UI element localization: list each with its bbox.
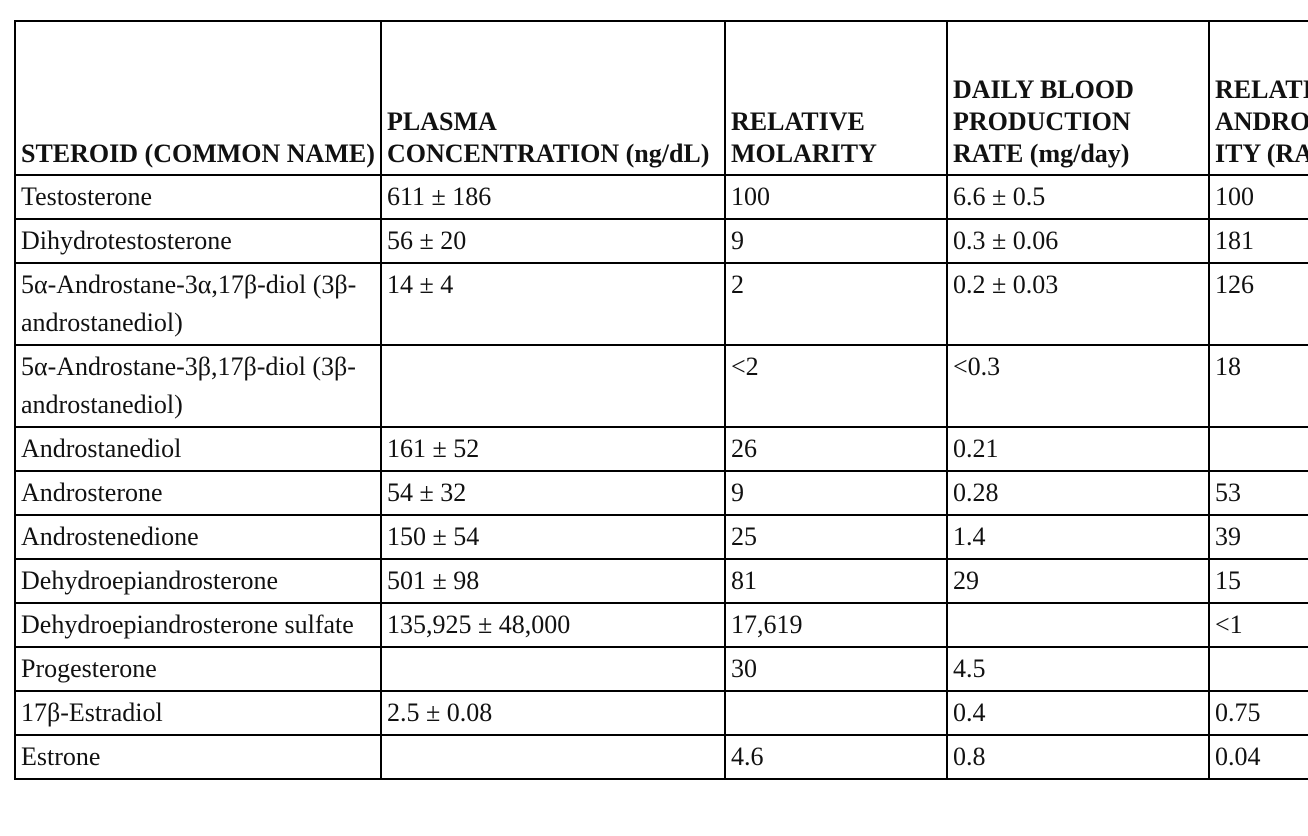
table-cell: Androstanediol <box>14 426 382 472</box>
table-row: 5α-Androstane-3α,17β-diol (3β-androstane… <box>14 262 1308 346</box>
table-cell: 5α-Androstane-3α,17β-diol (3β-androstane… <box>14 262 382 346</box>
table-cell: 135,925 ± 48,000 <box>380 602 726 648</box>
empty-cell <box>1208 646 1308 692</box>
table-cell: 17,619 <box>724 602 948 648</box>
table-cell: 9 <box>724 470 948 516</box>
table-cell: Estrone <box>14 734 382 780</box>
table-cell: <0.3 <box>946 344 1210 428</box>
table-cell: 2 <box>724 262 948 346</box>
table-cell: 0.3 ± 0.06 <box>946 218 1210 264</box>
column-header: STEROID (COMMON NAME) <box>14 20 382 176</box>
table-cell: 4.6 <box>724 734 948 780</box>
empty-cell <box>380 734 726 780</box>
table-cell: <2 <box>724 344 948 428</box>
steroid-table: STEROID (COMMON NAME) PLASMA CONCENTRATIO… <box>14 20 1308 780</box>
table-cell: Dehydroepiandrosterone sulfate <box>14 602 382 648</box>
empty-cell <box>380 646 726 692</box>
table-cell: 100 <box>724 174 948 220</box>
table-cell: 0.21 <box>946 426 1210 472</box>
table-cell: 53 <box>1208 470 1308 516</box>
table-cell: 14 ± 4 <box>380 262 726 346</box>
table-cell: 56 ± 20 <box>380 218 726 264</box>
table-cell: 2.5 ± 0.08 <box>380 690 726 736</box>
table-cell: 0.2 ± 0.03 <box>946 262 1210 346</box>
table-cell: 25 <box>724 514 948 560</box>
table-cell: 501 ± 98 <box>380 558 726 604</box>
table-cell: 0.28 <box>946 470 1210 516</box>
table-cell: 4.5 <box>946 646 1210 692</box>
table-cell: 9 <box>724 218 948 264</box>
table-row: Estrone 4.6 0.8 0.04 <box>14 734 1308 780</box>
table-cell: 161 ± 52 <box>380 426 726 472</box>
table-cell: 150 ± 54 <box>380 514 726 560</box>
table-row: 17β-Estradiol 2.5 ± 0.08 0.4 0.75 <box>14 690 1308 736</box>
column-header: DAILY BLOOD PRODUCTION RATE (mg/day) <box>946 20 1210 176</box>
table-cell: 0.04 <box>1208 734 1308 780</box>
table-cell: 6.6 ± 0.5 <box>946 174 1210 220</box>
table-cell: <1 <box>1208 602 1308 648</box>
table-cell: 126 <box>1208 262 1308 346</box>
table-cell: 18 <box>1208 344 1308 428</box>
table-body: Testosterone 611 ± 186 100 6.6 ± 0.5 100 Dihy… <box>14 174 1308 780</box>
table-cell: 30 <box>724 646 948 692</box>
table-cell: 181 <box>1208 218 1308 264</box>
table-row: Androstenedione 150 ± 54 25 1.4 39 <box>14 514 1308 560</box>
table-row: Dehydroepiandrosterone 501 ± 98 81 29 15 <box>14 558 1308 604</box>
header-row: STEROID (COMMON NAME) PLASMA CONCENTRATIO… <box>14 20 1308 176</box>
column-header: RELATIVE MOLARITY <box>724 20 948 176</box>
table-cell: 39 <box>1208 514 1308 560</box>
table-cell: Androsterone <box>14 470 382 516</box>
table-row: 5α-Androstane-3β,17β-diol (3β-androstane… <box>14 344 1308 428</box>
table-row: Progesterone 30 4.5 <box>14 646 1308 692</box>
table-cell: 5α-Androstane-3β,17β-diol (3β-androstane… <box>14 344 382 428</box>
table-cell: 611 ± 186 <box>380 174 726 220</box>
table-cell: 15 <box>1208 558 1308 604</box>
empty-cell <box>946 602 1210 648</box>
table-cell: 0.4 <box>946 690 1210 736</box>
table-cell: 81 <box>724 558 948 604</box>
table-row: Dihydrotestosterone 56 ± 20 9 0.3 ± 0.06 181 <box>14 218 1308 264</box>
table-cell: 54 ± 32 <box>380 470 726 516</box>
table-row: Androsterone 54 ± 32 9 0.28 53 <box>14 470 1308 516</box>
column-header: RELATIVE ANDROGENICITY (RATIO) <box>1208 20 1308 176</box>
table-cell: 0.75 <box>1208 690 1308 736</box>
table-cell: Dihydrotestosterone <box>14 218 382 264</box>
table-row: Androstanediol 161 ± 52 26 0.21 <box>14 426 1308 472</box>
table-row: Dehydroepiandrosterone sulfate 135,925 ± … <box>14 602 1308 648</box>
column-header: PLASMA CONCENTRATION (ng/dL) <box>380 20 726 176</box>
table-cell: Androstenedione <box>14 514 382 560</box>
table-cell: 1.4 <box>946 514 1210 560</box>
table-cell: Testosterone <box>14 174 382 220</box>
empty-cell <box>380 344 726 428</box>
table-cell: Progesterone <box>14 646 382 692</box>
empty-cell <box>1208 426 1308 472</box>
table-cell: 17β-Estradiol <box>14 690 382 736</box>
empty-cell <box>724 690 948 736</box>
table-cell: 29 <box>946 558 1210 604</box>
table-cell: Dehydroepiandrosterone <box>14 558 382 604</box>
table-row: Testosterone 611 ± 186 100 6.6 ± 0.5 100 <box>14 174 1308 220</box>
table-cell: 0.8 <box>946 734 1210 780</box>
table-cell: 26 <box>724 426 948 472</box>
table-cell: 100 <box>1208 174 1308 220</box>
